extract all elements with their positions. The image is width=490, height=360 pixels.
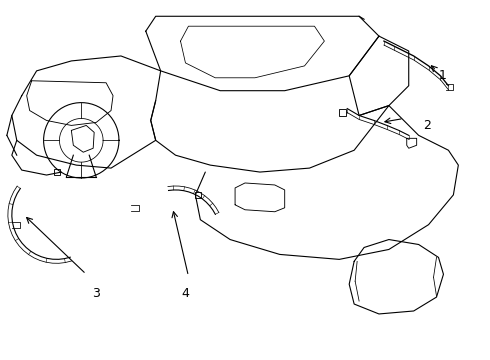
Text: 3: 3 (92, 287, 100, 300)
Text: 1: 1 (439, 69, 446, 82)
Text: 2: 2 (424, 119, 432, 132)
Text: 4: 4 (181, 287, 190, 300)
